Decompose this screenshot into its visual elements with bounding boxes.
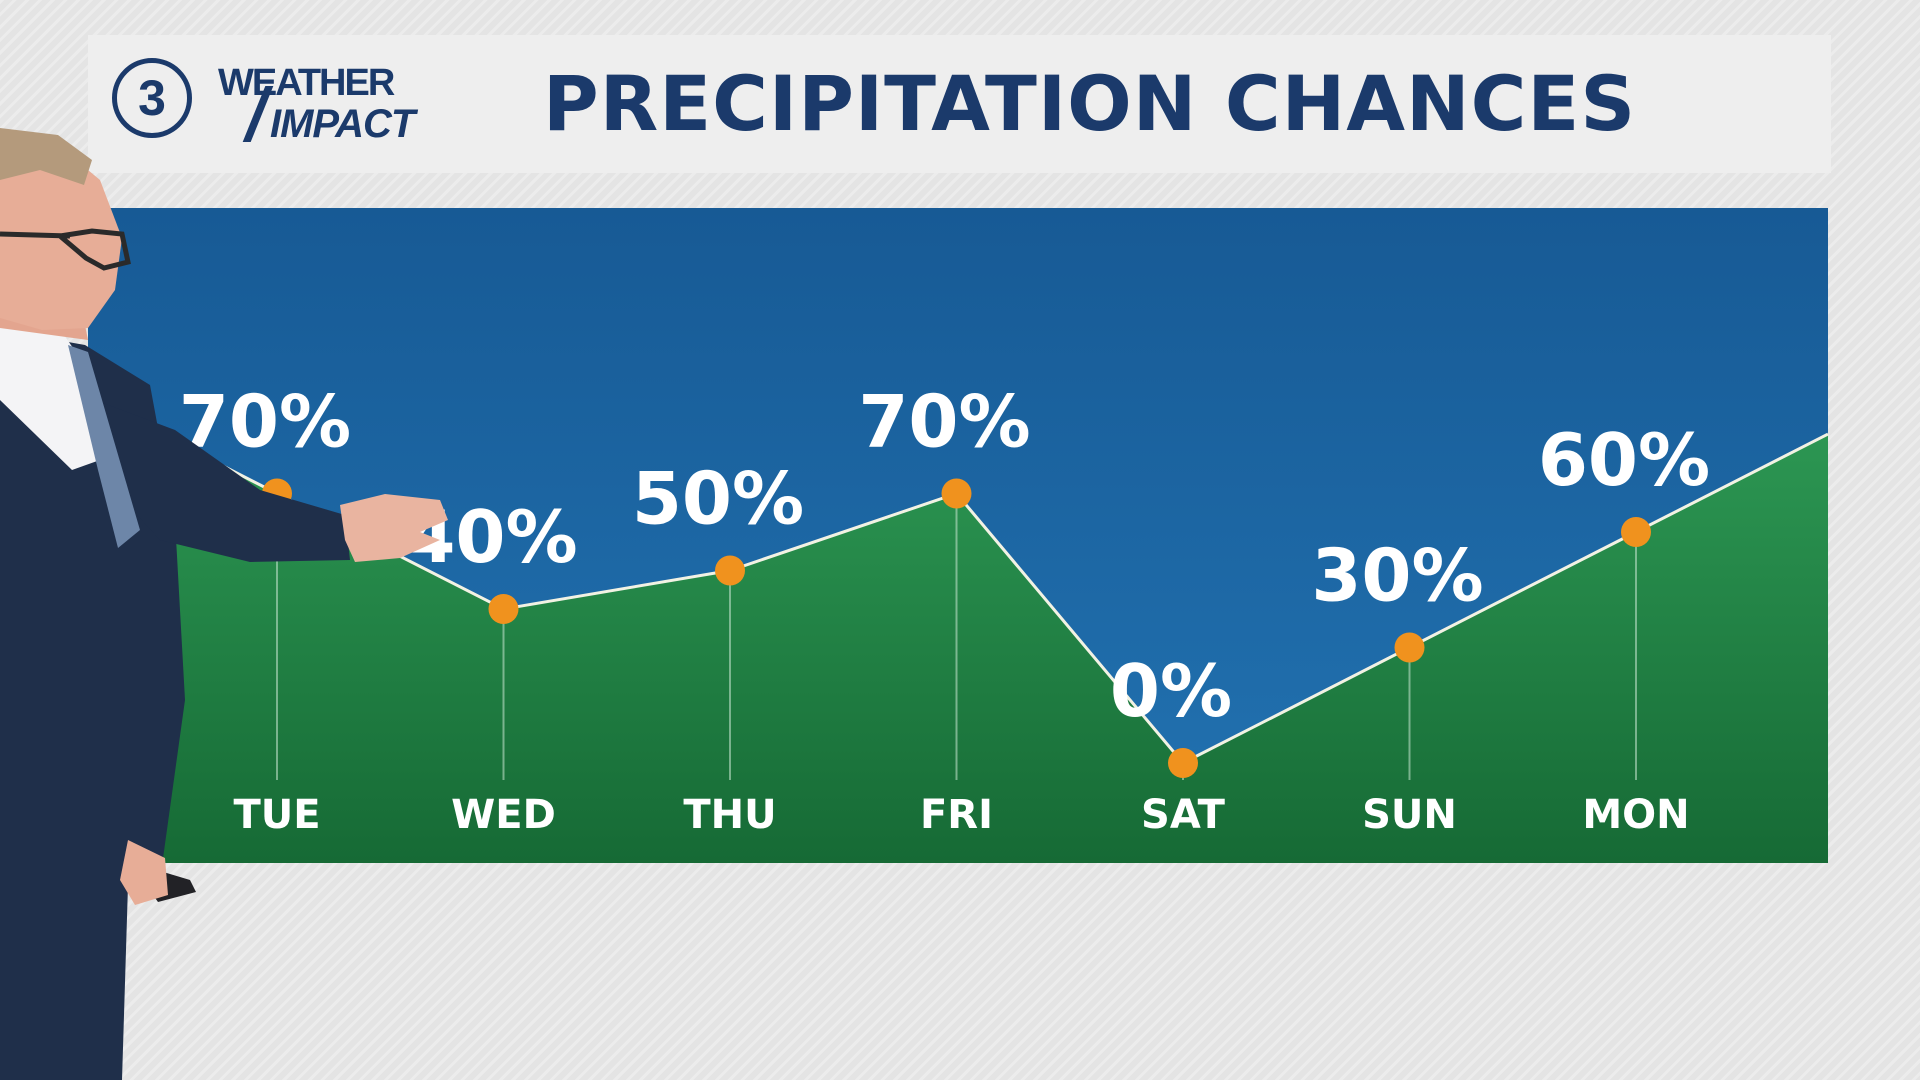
value-label-thu: 50% <box>632 457 804 541</box>
day-label-sat: SAT <box>1141 792 1226 838</box>
day-label-sun: SUN <box>1362 792 1457 838</box>
data-point-thu <box>715 555 745 586</box>
day-label-fri: FRI <box>920 792 993 838</box>
value-label-mon: 60% <box>1538 418 1710 502</box>
data-point-wed <box>488 594 519 624</box>
day-label-tue: TUE <box>233 792 320 838</box>
logo-impact-text: IMPACT <box>270 102 415 146</box>
data-point-mon <box>1621 517 1651 547</box>
logo-weather-text: WEATHER <box>218 62 395 104</box>
station-logo-ring: 3 <box>112 58 192 138</box>
station-logo-number: 3 <box>138 70 166 126</box>
day-label-mon: MON <box>1582 792 1689 838</box>
day-label-wed: WED <box>451 792 556 838</box>
day-label-thu: THU <box>683 792 776 838</box>
data-point-sat <box>1168 748 1198 778</box>
page-title: PRECIPITATION CHANCES <box>543 59 1637 148</box>
value-label-fri: 70% <box>858 380 1030 464</box>
header-bar <box>88 35 1831 173</box>
data-point-fri <box>941 478 972 509</box>
value-label-wed: 40% <box>405 495 577 579</box>
data-point-sun <box>1394 632 1425 663</box>
value-label-sun: 30% <box>1311 534 1483 618</box>
value-label-tue: 70% <box>179 380 351 464</box>
value-label-sat: 0% <box>1110 649 1232 733</box>
precip-area-fill <box>88 397 1828 863</box>
data-point-tue <box>262 478 292 509</box>
